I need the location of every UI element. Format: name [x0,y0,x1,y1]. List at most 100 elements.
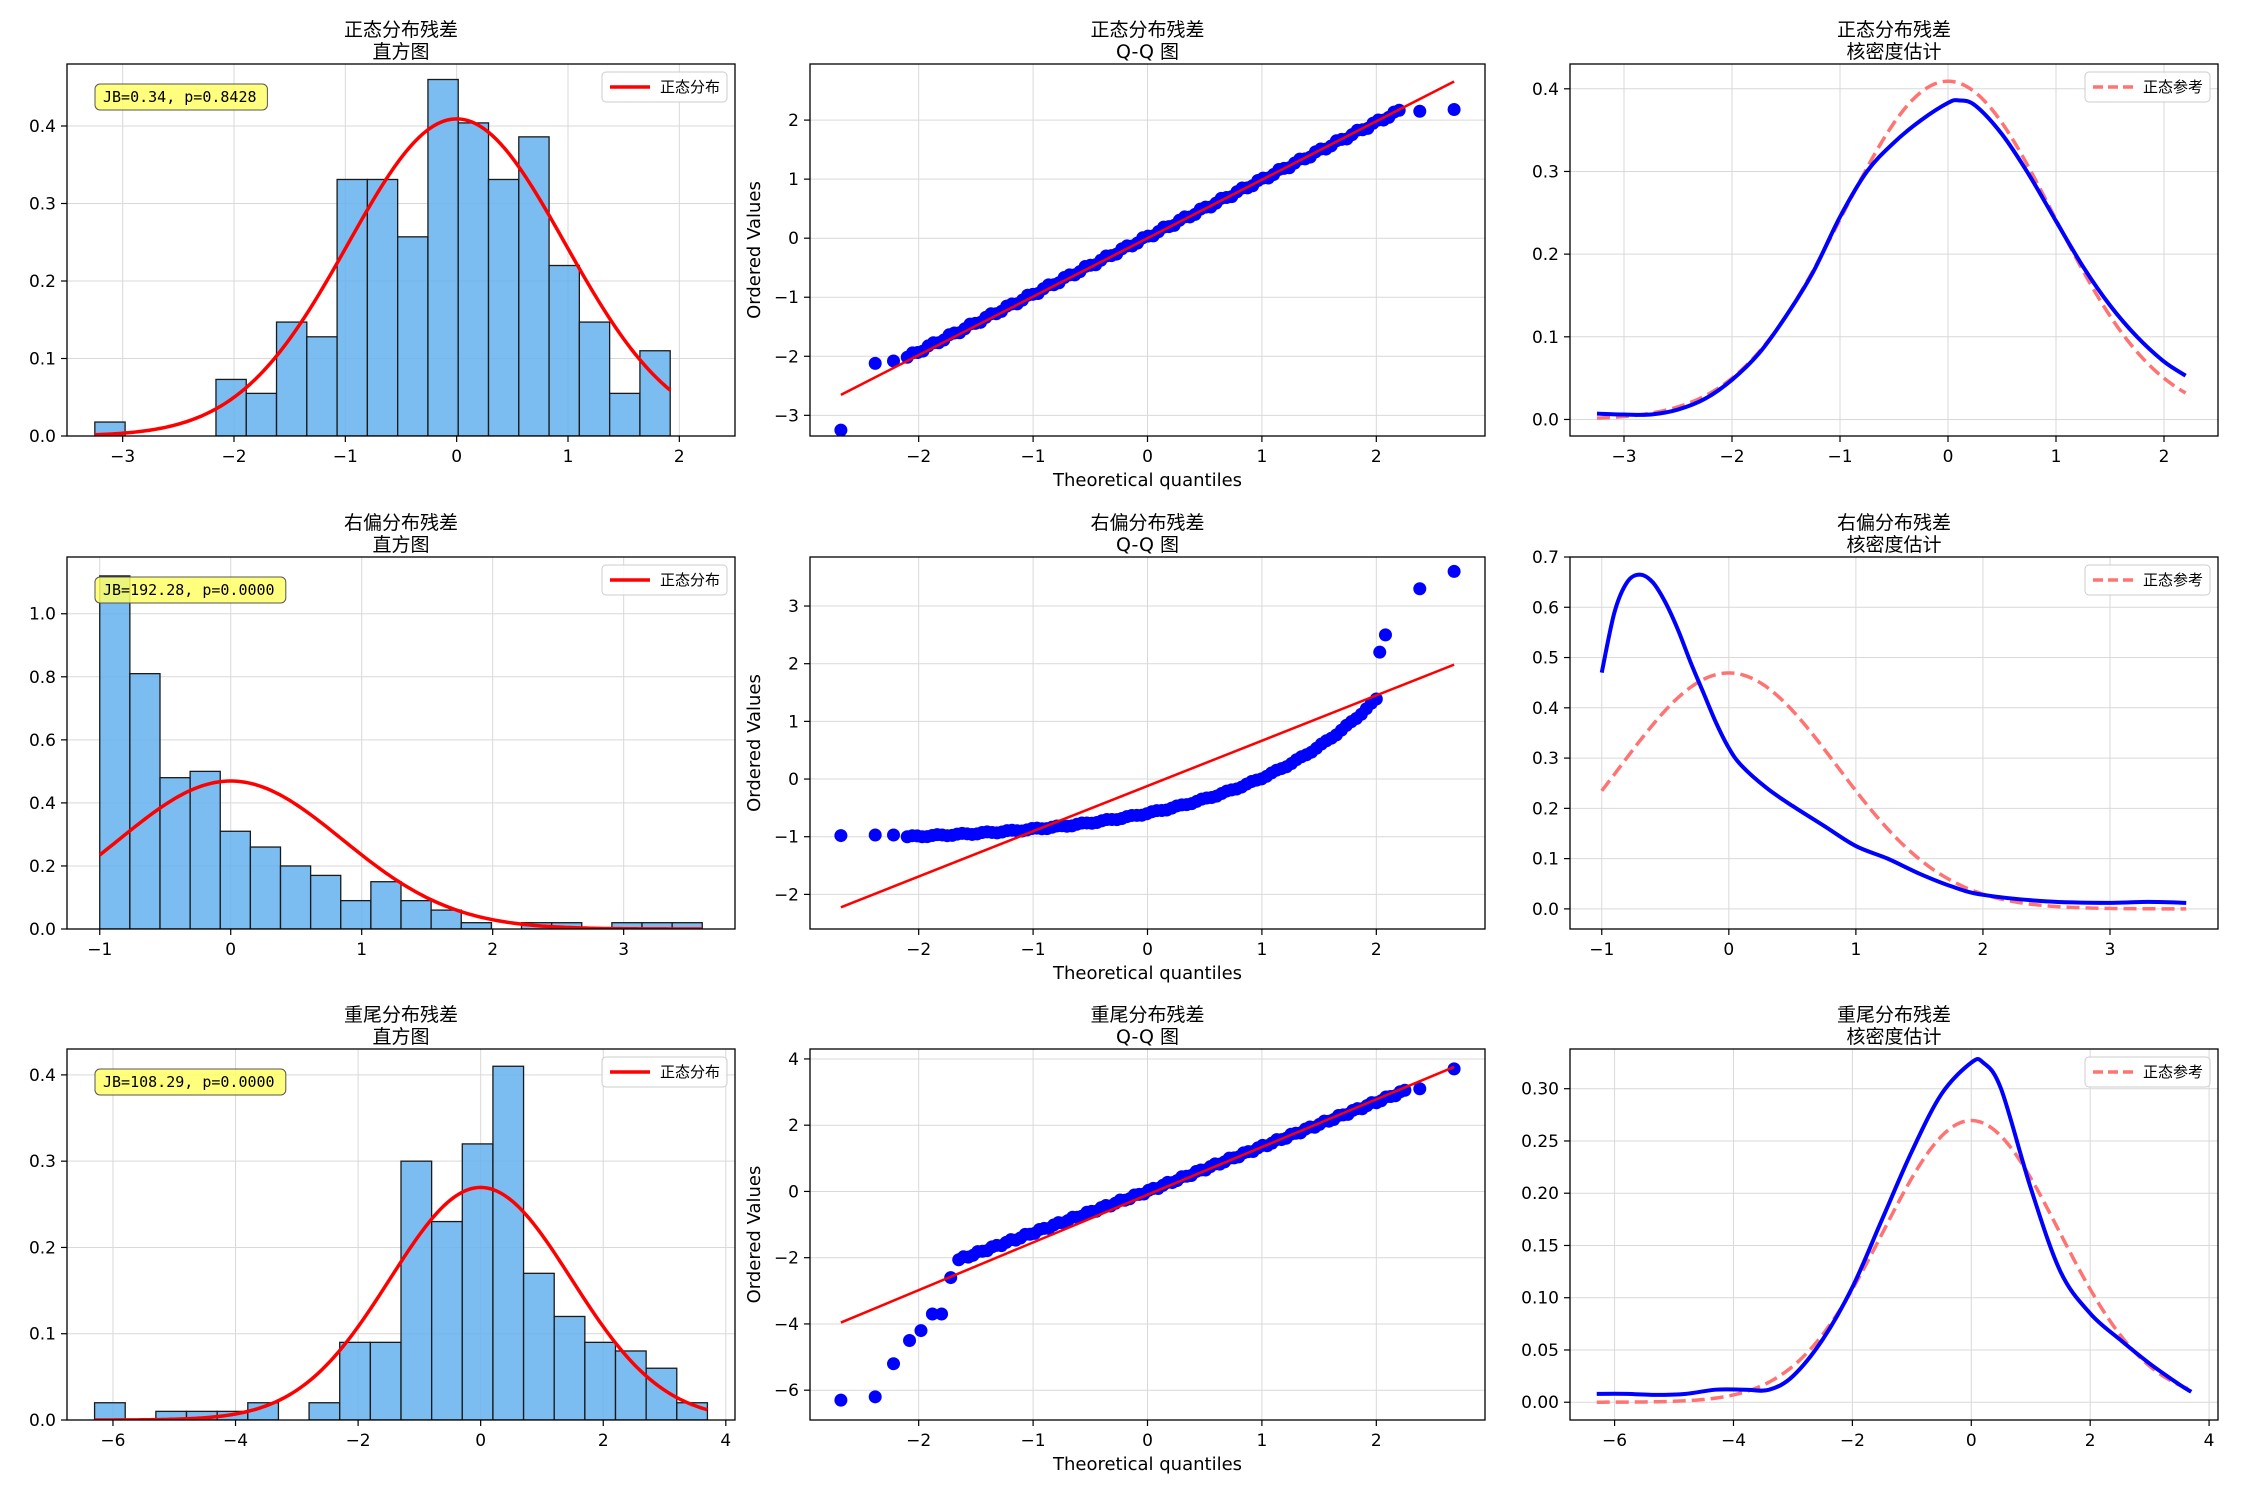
legend-box [2084,71,2211,103]
histogram-bar [457,122,490,436]
histogram-bar [93,1402,126,1420]
x-tick-label: −3 [110,447,135,467]
y-tick-label: −6 [774,1381,799,1401]
normal-reference-curve [1596,79,2187,420]
x-tick-label: −6 [100,1431,125,1451]
y-tick-label: 0.0 [1532,410,1559,430]
legend-label: 正态参考 [2143,78,2203,96]
chart-title: 右偏分布残差 [1090,512,1204,534]
x-tick-label: 4 [720,1431,731,1451]
y-tick-label: 0.10 [1521,1289,1559,1309]
y-tick-label: −2 [774,1249,799,1269]
x-tick-label: 3 [2105,940,2116,960]
qq-point [1447,102,1461,116]
histogram-bar [308,1402,341,1420]
y-tick-label: 0.2 [29,857,56,877]
stats-annotation-box [94,1068,287,1096]
x-tick-label: 4 [2204,1431,2215,1451]
axes-frame [1569,63,2219,437]
x-tick-label: −1 [1589,940,1614,960]
qq-point [1447,1062,1461,1076]
legend-box [601,71,728,103]
qq-point [1413,1082,1427,1096]
chart-subtitle: 直方图 [372,41,429,63]
plot-area [1599,572,2187,911]
y-tick-label: 0 [788,770,799,790]
plot-area [834,80,1461,436]
histogram-bar [397,236,429,436]
x-tick-label: 1 [1256,1431,1267,1451]
qq-point [1373,645,1387,659]
y-tick-label: 1 [788,712,799,732]
x-tick-label: 0 [225,940,236,960]
chart-title: 重尾分布残差 [344,1004,458,1026]
qq-point [868,828,882,842]
histogram-bar [553,1315,586,1420]
qq-reference-line [840,80,1455,396]
chart-subtitle: 直方图 [372,534,429,556]
y-tick-label: −2 [774,885,799,905]
x-tick-label: 0 [1966,1431,1977,1451]
x-tick-label: −2 [906,1431,931,1451]
y-tick-label: 0.2 [1532,799,1559,819]
x-tick-label: 1 [1256,447,1267,467]
histogram-bar [430,909,462,929]
legend-label: 正态分布 [660,1063,720,1081]
stats-annotation-box [94,83,268,111]
chart-subtitle: 核密度估计 [1846,1026,1941,1048]
legend-box [2084,1056,2211,1088]
qq-point [1378,628,1392,642]
histogram-bar [340,899,372,929]
stats-annotation: JB=108.29, p=0.0000 [103,1073,275,1091]
x-tick-label: −1 [1827,447,1852,467]
y-tick-label: 2 [788,111,799,131]
y-tick-label: 0.30 [1521,1080,1559,1100]
y-axis-label: Ordered Values [744,181,765,319]
histogram-bar [249,846,282,929]
histogram-bar [370,881,402,929]
normal-fit-curve [94,117,672,436]
normal-fit-curve [94,1185,708,1420]
legend-label: 正态分布 [660,78,720,96]
y-tick-label: 0.0 [29,427,56,447]
chart-title: 正态分布残差 [1837,19,1951,41]
qq-reference-line [840,1065,1455,1324]
x-axis-label: Theoretical quantiles [1052,963,1242,984]
axes-frame [66,63,736,437]
y-tick-label: 0.0 [29,1411,56,1431]
x-tick-label: 2 [674,447,685,467]
stats-annotation-box [94,576,287,604]
x-tick-label: 2 [1371,447,1382,467]
y-tick-label: 0.3 [1532,162,1559,182]
chart-subtitle: 核密度估计 [1846,41,1941,63]
chart-title: 重尾分布残差 [1090,1004,1204,1026]
histogram-bar [306,336,338,436]
y-tick-label: 0.4 [1532,699,1559,719]
y-tick-label: 0.4 [29,117,56,137]
histogram-bar [461,1143,494,1420]
y-tick-label: −2 [774,347,799,367]
y-tick-label: −1 [774,828,799,848]
y-tick-label: 0.3 [29,195,56,215]
histogram-bar [548,264,581,436]
x-tick-label: 0 [1142,940,1153,960]
x-tick-label: 2 [1371,940,1382,960]
qq-point [935,1307,949,1321]
histogram-bar [608,392,641,436]
histogram-bar [578,321,611,436]
x-tick-label: 2 [1371,1431,1382,1451]
y-tick-label: 0.1 [1532,850,1559,870]
chart-2-3: −1 0 1 2 3 0.0 0.1 0.2 0.3 0.4 0.5 0.6 0.7 右偏分布残差核密度估… [1532,512,2219,960]
x-tick-label: 3 [618,940,629,960]
legend-label: 正态参考 [2143,571,2203,589]
x-tick-label: 2 [2085,1431,2096,1451]
y-tick-label: 3 [788,597,799,617]
qq-point [868,356,882,370]
x-tick-label: 0 [451,447,462,467]
